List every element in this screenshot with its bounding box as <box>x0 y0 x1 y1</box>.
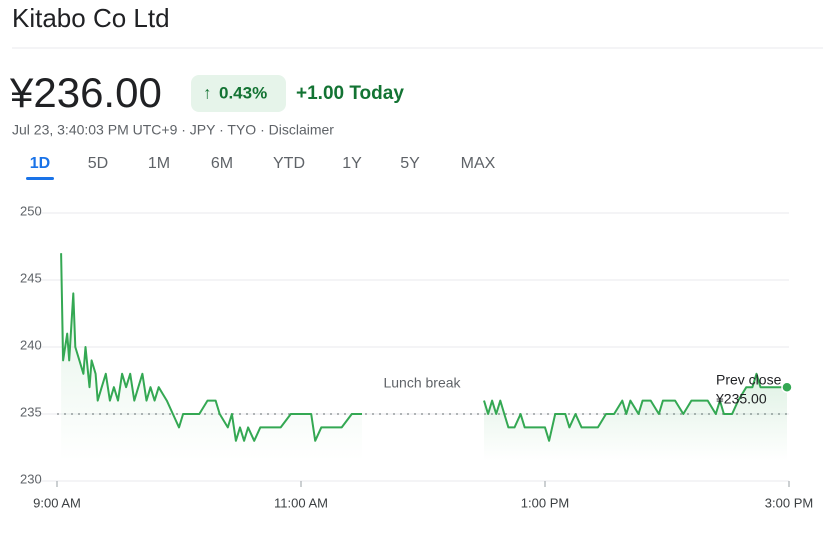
last-point <box>781 381 793 393</box>
y-tick-label: 250 <box>20 203 42 218</box>
y-tick-label: 240 <box>20 337 42 352</box>
area-fill <box>61 253 362 461</box>
change-percent: 0.43% <box>219 83 267 102</box>
x-tick-label: 1:00 PM <box>521 495 569 510</box>
x-tick-label: 9:00 AM <box>33 495 81 510</box>
x-tick-label: 11:00 AM <box>274 495 328 510</box>
chart: 230 235 240 245 250 9:00 AM 11:00 AM 1:00 PM 3:0… <box>20 203 813 510</box>
range-tab[interactable]: 1Y <box>342 155 362 172</box>
range-tab[interactable]: 1M <box>148 155 170 172</box>
quote-meta: Jul 23, 3:40:03 PM UTC+9 · JPY · TYO · D… <box>12 122 334 138</box>
range-tab[interactable]: 5D <box>88 155 108 172</box>
lunch-break-label: Lunch break <box>383 375 461 391</box>
change-pill <box>191 75 286 112</box>
arrow-icon: ↑ <box>203 83 212 102</box>
range-tab[interactable]: 5Y <box>400 155 420 172</box>
range-tabs: 1D 5D 1M 6M YTD 1Y 5Y MAX <box>26 155 496 180</box>
range-tab[interactable]: 1D <box>30 155 50 172</box>
y-tick-label: 230 <box>20 471 42 486</box>
price: ¥236.00 <box>9 69 162 116</box>
active-tab-underline <box>26 177 54 180</box>
y-tick-label: 235 <box>20 404 42 419</box>
range-tab[interactable]: MAX <box>461 155 496 172</box>
y-tick-label: 245 <box>20 270 42 285</box>
change-today: +1.00 Today <box>296 83 404 104</box>
company-name: Kitabo Co Ltd <box>12 3 170 33</box>
price-line <box>60 253 787 442</box>
x-tick-label: 3:00 PM <box>765 495 813 510</box>
prev-close-value: ¥235.00 <box>715 391 767 407</box>
area-fill <box>484 373 787 461</box>
prev-close-label: Prev close <box>716 372 782 388</box>
range-tab[interactable]: YTD <box>273 155 305 172</box>
range-tab[interactable]: 6M <box>211 155 233 172</box>
